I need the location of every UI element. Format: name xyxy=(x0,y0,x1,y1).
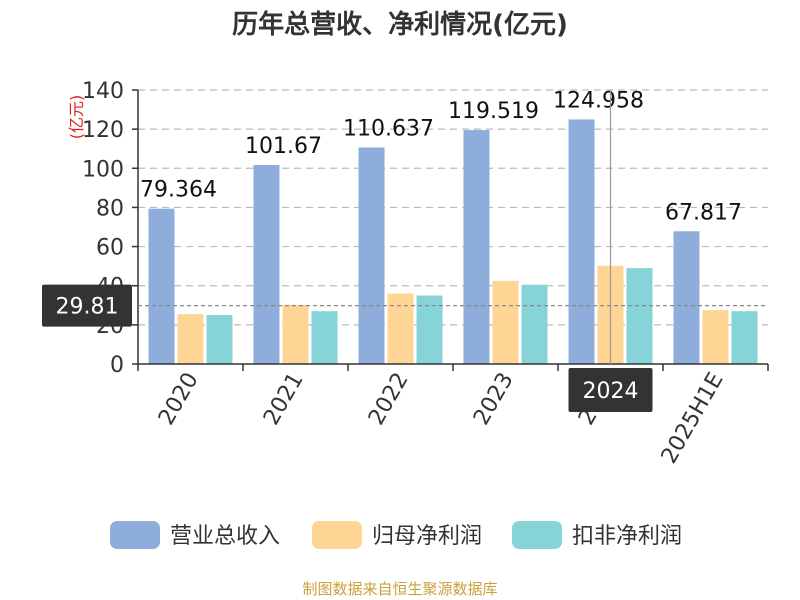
bar-扣非净利润-2023[interactable] xyxy=(521,284,548,364)
legend-swatch[interactable] xyxy=(512,521,562,549)
chart-title: 历年总营收、净利情况(亿元) xyxy=(232,9,568,40)
x-tick-label: 2023 xyxy=(469,369,519,430)
data-label: 119.519 xyxy=(448,99,539,124)
data-source-note: 制图数据来自恒生聚源数据库 xyxy=(302,580,498,598)
data-label: 79.364 xyxy=(140,178,217,203)
bar-营业总收入-2021[interactable] xyxy=(253,165,280,364)
bar-归母净利润-2025H1E[interactable] xyxy=(702,310,729,364)
y-axis-unit-label: (亿元) xyxy=(67,95,86,140)
bar-营业总收入-2025H1E[interactable] xyxy=(673,231,700,364)
y-pointer-box xyxy=(42,284,132,327)
y-tick-label: 0 xyxy=(110,353,124,378)
bar-营业总收入-2024[interactable] xyxy=(568,119,595,364)
x-tick-label: 2022 xyxy=(364,369,414,430)
bar-归母净利润-2023[interactable] xyxy=(492,280,519,364)
x-pointer-box xyxy=(568,368,653,412)
data-label: 101.67 xyxy=(245,134,322,159)
x-tick-label: 2020 xyxy=(154,369,204,430)
x-tick-label: 2025H1E xyxy=(657,369,729,468)
bar-归母净利润-2022[interactable] xyxy=(387,293,414,364)
bar-营业总收入-2023[interactable] xyxy=(463,130,490,364)
bar-营业总收入-2022[interactable] xyxy=(358,147,385,364)
data-label: 67.817 xyxy=(665,200,742,225)
bar-扣非净利润-2020[interactable] xyxy=(206,315,233,364)
y-tick-label: 120 xyxy=(82,118,124,143)
y-tick-label: 140 xyxy=(82,79,124,104)
x-pointer-value: 2024 xyxy=(583,379,639,404)
legend-label[interactable]: 归母净利润 xyxy=(372,524,482,549)
legend-label[interactable]: 扣非净利润 xyxy=(572,524,682,549)
bar-归母净利润-2020[interactable] xyxy=(177,314,204,364)
bar-归母净利润-2021[interactable] xyxy=(282,304,309,364)
data-label: 124.958 xyxy=(553,88,644,113)
legend-label[interactable]: 营业总收入 xyxy=(170,524,280,549)
bar-扣非净利润-2025H1E[interactable] xyxy=(731,311,758,364)
data-label: 110.637 xyxy=(343,116,434,141)
y-tick-label: 60 xyxy=(96,236,124,261)
bar-扣非净利润-2021[interactable] xyxy=(311,311,338,364)
legend-swatch[interactable] xyxy=(312,521,362,549)
y-pointer-value: 29.81 xyxy=(56,295,119,320)
y-tick-label: 100 xyxy=(82,157,124,182)
bar-扣非净利润-2022[interactable] xyxy=(416,295,443,365)
legend-swatch[interactable] xyxy=(110,521,160,549)
x-tick-label: 2021 xyxy=(259,369,309,430)
bar-营业总收入-2020[interactable] xyxy=(148,208,175,364)
bar-扣非净利润-2024[interactable] xyxy=(626,268,653,364)
y-tick-label: 80 xyxy=(96,196,124,221)
